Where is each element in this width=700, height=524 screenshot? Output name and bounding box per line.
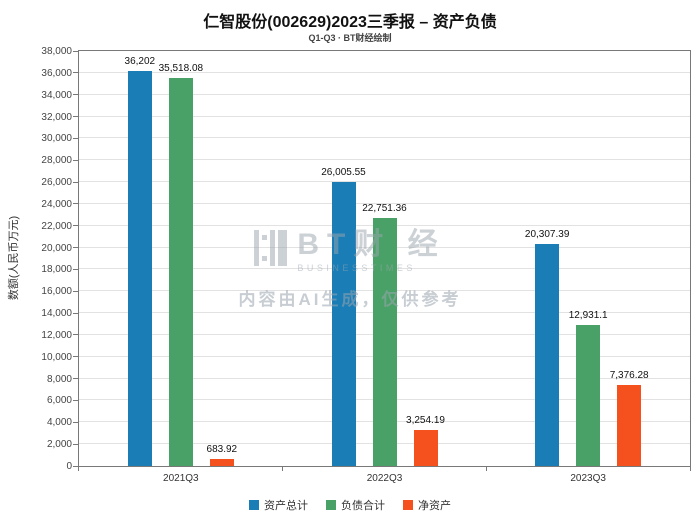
chart-subtitle: Q1-Q3 · BT财经绘制: [308, 33, 392, 43]
bar-value-label: 26,005.55: [321, 166, 366, 178]
bar: [617, 385, 642, 466]
y-tick-mark: [73, 312, 78, 314]
y-tick-label: 0: [66, 461, 72, 472]
legend-item[interactable]: 资产总计: [249, 497, 308, 513]
y-tick-label: 14,000: [41, 308, 72, 320]
legend-swatch: [249, 500, 259, 510]
y-tick-mark: [73, 72, 78, 74]
legend-item[interactable]: 净资产: [403, 497, 451, 513]
bar: [209, 458, 234, 466]
x-tick-mark: [690, 467, 691, 471]
bar-value-label: 22,751.36: [362, 202, 407, 214]
y-tick-mark: [73, 181, 78, 183]
bar: [535, 244, 560, 466]
y-tick-label: 6,000: [46, 395, 72, 407]
y-tick-mark: [73, 225, 78, 227]
y-tick-label: 34,000: [41, 89, 72, 101]
gridline: [79, 202, 690, 204]
y-tick-mark: [73, 268, 78, 270]
y-tick-label: 4,000: [46, 417, 72, 429]
y-tick-label: 30,000: [41, 133, 72, 145]
x-tick-mark: [282, 467, 283, 471]
gridline: [79, 115, 690, 117]
y-tick-mark: [73, 247, 78, 249]
y-tick-mark: [73, 203, 78, 205]
x-tick-mark: [78, 467, 79, 471]
gridline: [79, 71, 690, 73]
gridline: [79, 181, 690, 183]
bar-value-label: 36,202: [124, 55, 156, 67]
y-tick-mark: [73, 94, 78, 96]
y-tick-label: 12,000: [41, 329, 72, 341]
bar: [413, 430, 438, 466]
y-tick-label: 36,000: [41, 67, 72, 79]
y-tick-mark: [73, 50, 78, 52]
legend: 资产总计 负债合计 净资产: [0, 497, 700, 513]
y-tick-label: 26,000: [41, 177, 72, 189]
y-tick-mark: [73, 116, 78, 118]
x-tick-label: 2022Q3: [366, 473, 403, 484]
bar-value-label: 683.92: [206, 443, 238, 455]
y-tick-mark: [73, 421, 78, 423]
legend-swatch: [403, 500, 413, 510]
y-tick-mark: [73, 290, 78, 292]
legend-label: 负债合计: [341, 500, 385, 512]
y-tick-label: 28,000: [41, 155, 72, 167]
y-tick-mark: [73, 137, 78, 139]
y-tick-label: 18,000: [41, 264, 72, 276]
y-tick-label: 20,000: [41, 242, 72, 254]
legend-swatch: [326, 500, 336, 510]
y-tick-mark: [73, 378, 78, 380]
y-tick-label: 8,000: [46, 373, 72, 385]
bar: [576, 324, 601, 466]
bar: [331, 182, 356, 466]
y-tick-label: 38,000: [41, 46, 72, 57]
y-tick-label: 10,000: [41, 351, 72, 363]
bar-value-label: 3,254.19: [406, 415, 445, 427]
x-tick-label: 2021Q3: [163, 473, 199, 484]
y-tick-mark: [73, 356, 78, 358]
bar: [168, 78, 193, 466]
y-tick-mark: [73, 443, 78, 445]
y-tick-mark: [73, 465, 78, 467]
chart-title: 仁智股份(002629)2023三季报 – 资产负债: [203, 14, 497, 31]
gridline: [79, 159, 690, 161]
legend-item[interactable]: 负债合计: [326, 497, 385, 513]
bar-value-label: 7,376.28: [609, 370, 649, 382]
gridline: [79, 93, 690, 95]
x-tick-mark: [486, 467, 487, 471]
bar: [372, 217, 397, 466]
gridline: [79, 137, 690, 139]
bar-value-label: 35,518.08: [158, 63, 204, 75]
y-tick-mark: [73, 159, 78, 161]
x-tick-label: 2023Q3: [570, 473, 606, 484]
y-tick-mark: [73, 399, 78, 401]
bar: [127, 70, 152, 466]
y-tick-mark: [73, 334, 78, 336]
legend-label: 净资产: [418, 500, 451, 512]
y-tick-label: 24,000: [41, 198, 72, 210]
bar-value-label: 20,307.39: [524, 229, 570, 241]
legend-label: 资产总计: [264, 500, 308, 512]
y-tick-label: 32,000: [41, 111, 72, 123]
y-tick-label: 2,000: [46, 439, 72, 451]
plot-area: 36,202 26,005.55 20,307.39 35,518.08 22,751.…: [78, 50, 691, 467]
y-tick-label: 22,000: [41, 220, 72, 232]
bar-value-label: 12,931.1: [568, 309, 608, 321]
y-tick-label: 16,000: [41, 286, 72, 298]
